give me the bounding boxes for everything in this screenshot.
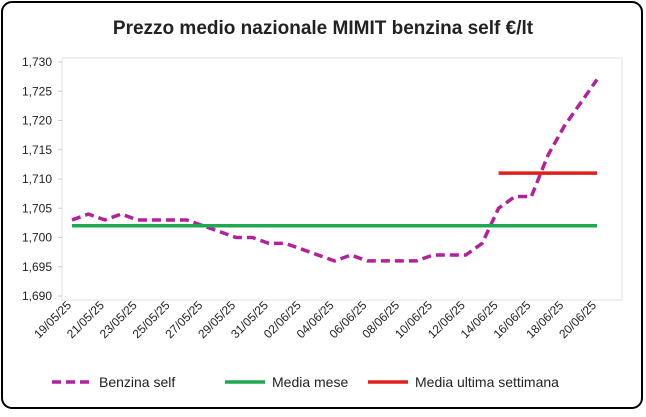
chart-title: Prezzo medio nazionale MIMIT benzina sel… bbox=[113, 18, 534, 39]
legend-label: Benzina self bbox=[99, 374, 175, 390]
y-tick-label: 1,715 bbox=[22, 143, 52, 157]
y-tick-label: 1,700 bbox=[22, 231, 52, 245]
y-tick-label: 1,720 bbox=[22, 114, 52, 128]
y-tick-label: 1,725 bbox=[22, 84, 52, 98]
y-tick-label: 1,710 bbox=[22, 172, 52, 186]
legend-label: Media mese bbox=[272, 374, 348, 390]
series-line bbox=[71, 78, 599, 263]
y-tick-label: 1,695 bbox=[22, 260, 52, 274]
legend-label: Media ultima settimana bbox=[415, 374, 559, 390]
y-tick-label: 1,730 bbox=[22, 55, 52, 69]
y-tick-label: 1,690 bbox=[22, 289, 52, 303]
chart-frame bbox=[1, 1, 643, 409]
y-tick-label: 1,705 bbox=[22, 201, 52, 215]
